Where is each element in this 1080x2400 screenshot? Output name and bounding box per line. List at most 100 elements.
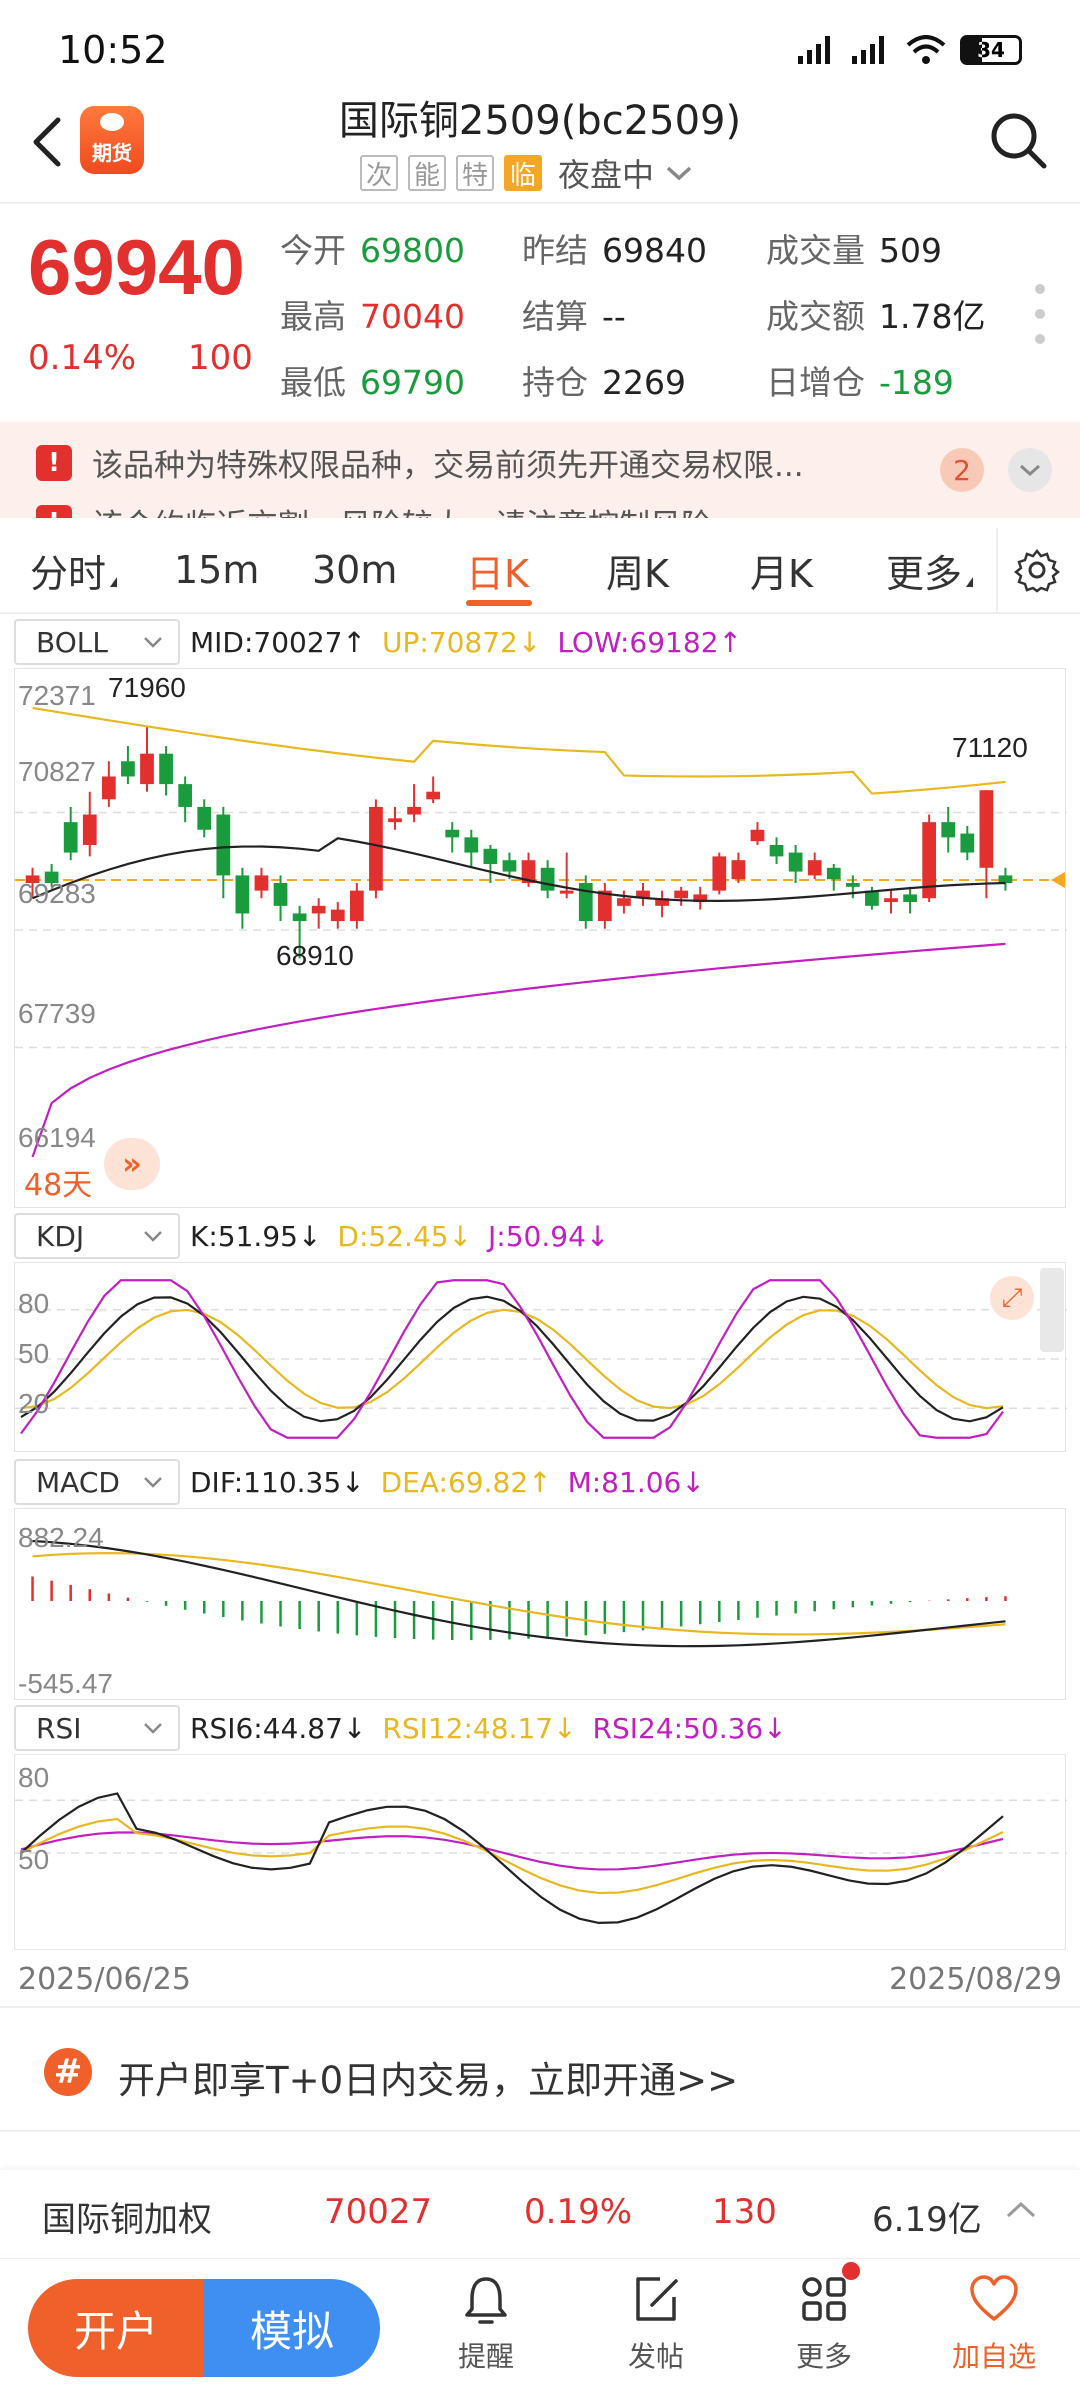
indicator-name: MACD <box>36 1465 120 1499</box>
status-icons: 34 <box>798 30 1022 70</box>
notice-expand-button[interactable] <box>1008 448 1052 492</box>
dropdown-triangle-icon <box>110 577 118 587</box>
contract-title[interactable]: 国际铜2509(bc2509) <box>338 98 742 144</box>
candle-body <box>273 883 288 906</box>
candle-body <box>521 860 536 884</box>
rsi-indicator-select[interactable]: RSI <box>14 1705 180 1751</box>
candle-body <box>159 753 173 785</box>
chevron-down-icon[interactable] <box>664 163 694 183</box>
boll-indicator-select[interactable]: BOLL <box>14 619 180 665</box>
tab-intraday[interactable]: 分时 <box>30 528 118 612</box>
candle-body <box>750 829 765 842</box>
candle-body <box>712 856 727 891</box>
tag-neng: 能 <box>408 155 446 191</box>
dot <box>1035 309 1045 319</box>
kdj-indicator-select[interactable]: KDJ <box>14 1213 180 1259</box>
kline-panel[interactable] <box>14 668 1067 1209</box>
session-status[interactable]: 夜盘中 <box>558 156 655 194</box>
tab-weekly[interactable]: 周K <box>606 551 669 596</box>
candle-body <box>63 822 78 853</box>
rsi-6: RSI6:44.87↓ <box>190 1711 367 1745</box>
nav-label: 提醒 <box>457 2340 514 2373</box>
tab-daily[interactable]: 日K <box>466 551 529 596</box>
y-label: 50 <box>18 1338 50 1369</box>
status-time: 10:52 <box>58 28 168 72</box>
candle-body <box>998 875 1013 884</box>
y-label: 882.24 <box>18 1522 104 1553</box>
tab-label: 更多 <box>886 551 963 596</box>
weighted-index-bar[interactable]: 国际铜加权 70027 0.19% 130 6.19亿 <box>0 2170 1080 2254</box>
candle-body <box>502 860 517 872</box>
tab-30m[interactable]: 30m <box>312 548 398 592</box>
tab-15m[interactable]: 15m <box>174 548 260 592</box>
candle-body <box>807 860 822 876</box>
quote-open: 今开 69800 <box>280 224 465 272</box>
notice-line-2: ! 该合约临近交割，风险较大，请注意控制风险。 <box>36 500 743 518</box>
chevron-up-icon[interactable] <box>1004 2198 1038 2222</box>
macd-indicator-select[interactable]: MACD <box>14 1459 180 1505</box>
battery-level: 34 <box>977 38 1005 62</box>
futures-logo: 期货 <box>80 106 144 174</box>
rsi-panel[interactable] <box>14 1754 1067 1951</box>
tab-more[interactable]: 更多 <box>886 528 974 612</box>
search-button[interactable] <box>986 108 1050 172</box>
kdj-panel[interactable] <box>14 1262 1067 1453</box>
candle-body <box>922 822 937 899</box>
nav-post[interactable]: 发帖 <box>596 2273 716 2393</box>
nav-label: 更多 <box>795 2340 852 2373</box>
scroll-latest-button[interactable]: » <box>104 1138 160 1190</box>
candle-body <box>349 890 364 922</box>
candle-body <box>693 894 708 903</box>
open-account-button[interactable]: 开户 <box>28 2279 204 2377</box>
kdj-k-line <box>20 1295 1004 1423</box>
nav-add-favorite[interactable]: 加自选 <box>934 2273 1054 2393</box>
risk-notice-banner[interactable]: ! 该品种为特殊权限品种，交易前须先开通交易权限... ! 该合约临近交割，风险较大… <box>0 422 1080 518</box>
boll-up: UP:70872↓ <box>381 625 542 659</box>
account-promo-banner[interactable]: # 开户即享T+0日内交易，立即开通>> <box>0 2006 1080 2132</box>
side-drawer-handle[interactable] <box>1040 1268 1064 1352</box>
quote-more-button[interactable] <box>1030 284 1050 344</box>
y-label: 80 <box>18 1762 50 1793</box>
rsi-12: RSI12:48.17↓ <box>382 1711 577 1745</box>
dot <box>1035 334 1045 344</box>
date-start: 2025/06/25 <box>18 1962 191 1997</box>
warning-icon: ! <box>36 504 72 518</box>
reference-price-marker <box>1051 871 1065 888</box>
nav-remind[interactable]: 提醒 <box>426 2273 546 2393</box>
chevron-down-icon <box>144 1231 162 1242</box>
back-button[interactable] <box>22 110 72 174</box>
oi-change-value: -189 <box>879 363 954 402</box>
high-label: 最高 <box>280 297 346 336</box>
kline-chart[interactable] <box>15 669 1067 1209</box>
macd-chart[interactable] <box>15 1509 1067 1701</box>
notice-count-badge: 2 <box>940 448 984 492</box>
quote-turnover: 成交额 1.78亿 <box>766 290 985 338</box>
chevron-down-icon <box>144 1477 162 1488</box>
macd-header: MACD DIF:110.35↓ DEA:69.82↑ M:81.06↓ <box>14 1458 705 1506</box>
oi-change-label: 日增仓 <box>766 363 865 402</box>
expand-chart-button[interactable]: ⤢ <box>990 1276 1034 1320</box>
quote-oi-change: 日增仓 -189 <box>766 356 954 404</box>
nav-more[interactable]: 更多 <box>764 2273 884 2393</box>
date-end: 2025/08/29 <box>889 1962 1062 1997</box>
kdj-chart[interactable] <box>15 1263 1067 1453</box>
turnover-value: 1.78亿 <box>879 297 986 336</box>
change-percent: 0.14% <box>28 338 137 378</box>
macd-dea: DEA:69.82↑ <box>380 1465 552 1499</box>
logo-text: 期货 <box>92 141 132 165</box>
candle-body <box>941 822 956 838</box>
indicator-name: BOLL <box>36 625 108 659</box>
simulate-button[interactable]: 模拟 <box>204 2279 380 2377</box>
tab-monthly[interactable]: 月K <box>750 551 813 596</box>
boll-mid: MID:70027↑ <box>190 625 366 659</box>
dot <box>1035 284 1045 294</box>
candle-body <box>483 848 498 864</box>
rsi-chart[interactable] <box>15 1755 1067 1951</box>
candle-body <box>559 890 574 894</box>
chart-settings-button[interactable] <box>996 528 1060 612</box>
candle-body <box>788 852 803 872</box>
low-value: 69790 <box>360 363 465 402</box>
y-label: 70827 <box>18 756 96 787</box>
macd-panel[interactable] <box>14 1508 1066 1700</box>
chevron-down-icon <box>144 637 162 648</box>
